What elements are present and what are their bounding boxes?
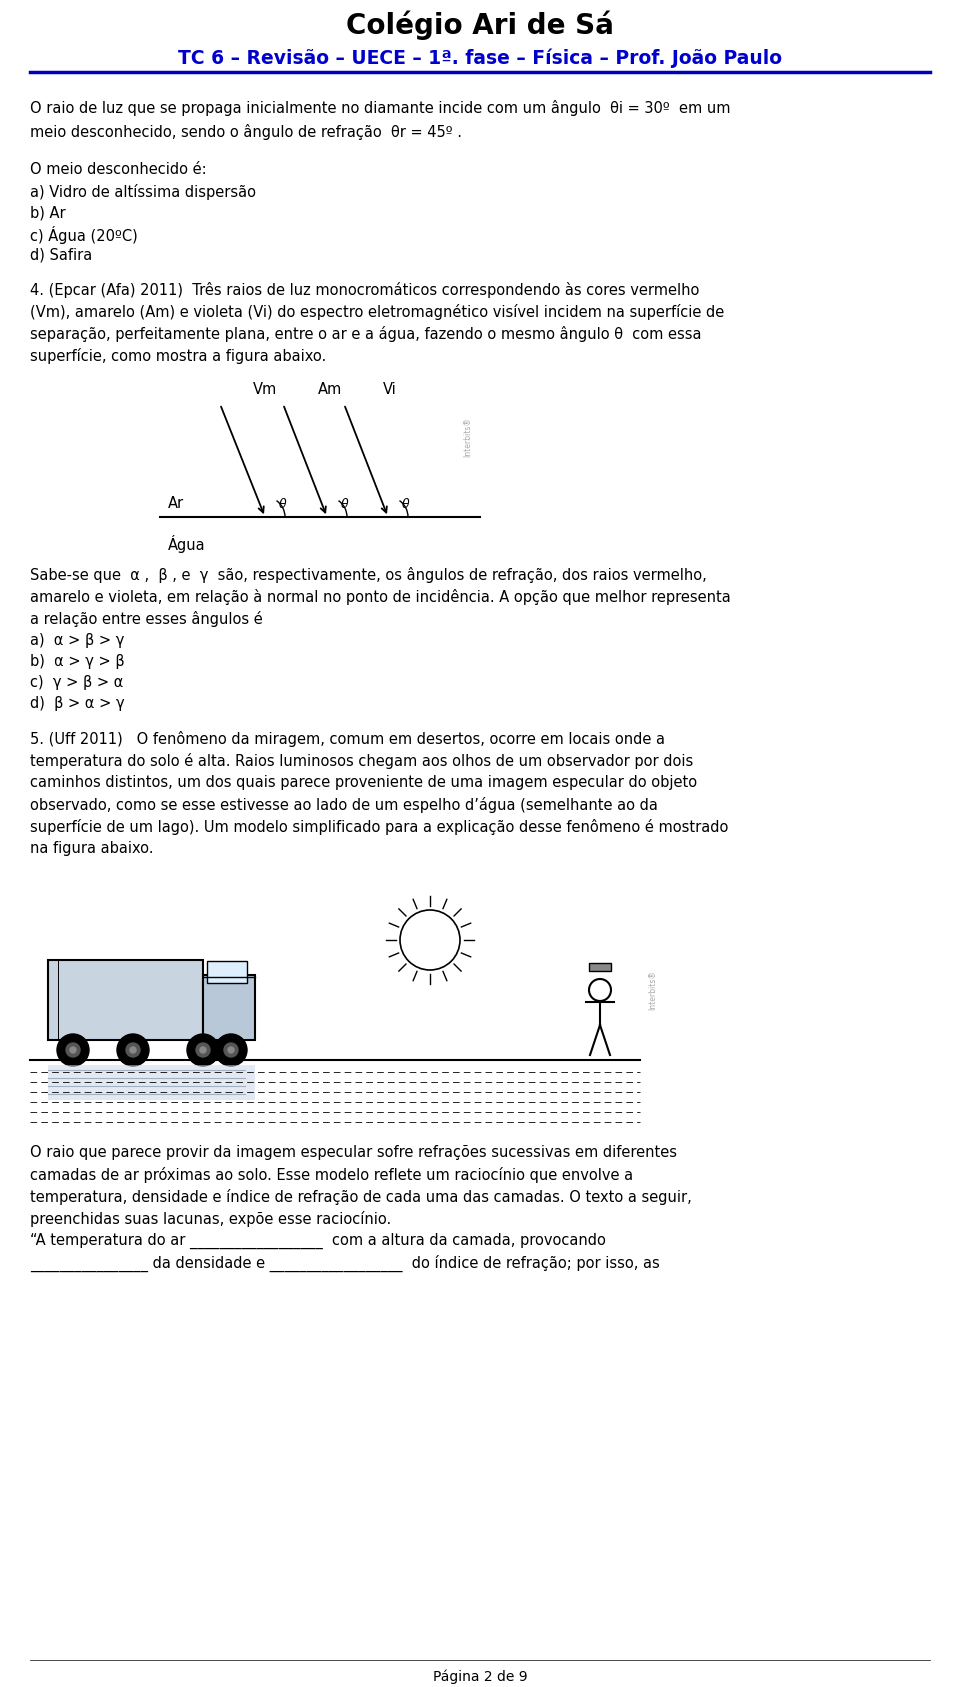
Bar [207,962,247,984]
Circle shape [200,1048,206,1053]
Text: meio desconhecido, sendo o ângulo de refração  θr = 45º .: meio desconhecido, sendo o ângulo de ref… [30,125,462,140]
Text: Vm: Vm [252,381,277,396]
Text: separação, perfeitamente plana, entre o ar e a água, fazendo o mesmo ângulo θ  c: separação, perfeitamente plana, entre o … [30,326,702,342]
Circle shape [130,1048,136,1053]
Circle shape [126,1043,140,1058]
Text: Sabe-se que  α ,  β , e  γ  são, respectivamente, os ângulos de refração, dos ra: Sabe-se que α , β , e γ são, respectivam… [30,567,707,584]
Text: Interbits®: Interbits® [464,417,472,457]
Text: d) Safira: d) Safira [30,246,92,261]
Text: ________________ da densidade e __________________  do índice de refração; por i: ________________ da densidade e ________… [30,1255,660,1272]
Text: temperatura do solo é alta. Raios luminosos chegam aos olhos de um observador po: temperatura do solo é alta. Raios lumino… [30,752,693,769]
Bar [48,1064,255,1100]
Text: O raio de luz que se propaga inicialmente no diamante incide com um ângulo  θi =: O raio de luz que se propaga inicialment… [30,100,731,116]
Text: temperatura, densidade e índice de refração de cada uma das camadas. O texto a s: temperatura, densidade e índice de refra… [30,1189,692,1205]
Text: caminhos distintos, um dos quais parece proveniente de uma imagem especular do o: caminhos distintos, um dos quais parece … [30,774,697,790]
Text: θ: θ [341,498,348,511]
Text: O meio desconhecido é:: O meio desconhecido é: [30,162,206,177]
Text: Página 2 de 9: Página 2 de 9 [433,1670,527,1685]
Circle shape [117,1034,149,1066]
Text: (Vm), amarelo (Am) e violeta (Vi) do espectro eletromagnético visível incidem na: (Vm), amarelo (Am) e violeta (Vi) do esp… [30,304,724,321]
Text: c) Água (20ºC): c) Água (20ºC) [30,226,137,245]
Text: θ: θ [402,498,410,511]
Text: Interbits®: Interbits® [649,970,658,1011]
Text: na figura abaixo.: na figura abaixo. [30,842,154,855]
Circle shape [57,1034,89,1066]
Text: a relação entre esses ângulos é: a relação entre esses ângulos é [30,611,263,628]
Text: superfície de um lago). Um modelo simplificado para a explicação desse fenômeno : superfície de um lago). Um modelo simpli… [30,818,729,835]
Text: “A temperatura do ar __________________  com a altura da camada, provocando: “A temperatura do ar __________________ … [30,1233,606,1248]
Circle shape [228,1048,234,1053]
Text: superfície, como mostra a figura abaixo.: superfície, como mostra a figura abaixo. [30,348,326,364]
Bar [203,975,255,1039]
Text: observado, como se esse estivesse ao lado de um espelho d’água (semelhante ao da: observado, como se esse estivesse ao lad… [30,796,658,813]
Text: a) Vidro de altíssima dispersão: a) Vidro de altíssima dispersão [30,184,256,201]
Text: c)  γ > β > α: c) γ > β > α [30,675,124,690]
Circle shape [70,1048,76,1053]
Text: Água: Água [168,535,205,553]
Circle shape [224,1043,238,1058]
Text: 4. (Epcar (Afa) 2011)  Três raios de luz monocromáticos correspondendo às cores : 4. (Epcar (Afa) 2011) Três raios de luz … [30,282,700,299]
Text: preenchidas suas lacunas, expõe esse raciocínio.: preenchidas suas lacunas, expõe esse rac… [30,1211,392,1226]
Text: TC 6 – Revisão – UECE – 1ª. fase – Física – Prof. João Paulo: TC 6 – Revisão – UECE – 1ª. fase – Físic… [178,47,782,67]
Circle shape [215,1034,247,1066]
Text: camadas de ar próximas ao solo. Esse modelo reflete um raciocínio que envolve a: camadas de ar próximas ao solo. Esse mod… [30,1167,634,1183]
Text: Ar: Ar [168,496,184,511]
Text: 5. (Uff 2011)   O fenômeno da miragem, comum em desertos, ocorre em locais onde : 5. (Uff 2011) O fenômeno da miragem, com… [30,730,665,747]
Text: Vi: Vi [383,381,396,396]
Text: Colégio Ari de Sá: Colégio Ari de Sá [346,10,614,39]
Text: Am: Am [318,381,342,396]
Text: amarelo e violeta, em relação à normal no ponto de incidência. A opção que melho: amarelo e violeta, em relação à normal n… [30,589,731,606]
Text: O raio que parece provir da imagem especular sofre refrações sucessivas em difer: O raio que parece provir da imagem espec… [30,1145,677,1161]
Circle shape [187,1034,219,1066]
Circle shape [66,1043,80,1058]
Circle shape [196,1043,210,1058]
Text: b)  α > γ > β: b) α > γ > β [30,655,125,670]
Text: d)  β > α > γ: d) β > α > γ [30,697,125,710]
Text: a)  α > β > γ: a) α > β > γ [30,633,125,648]
Bar [48,960,203,1039]
Bar [589,963,611,972]
Text: θ: θ [279,498,287,511]
Text: b) Ar: b) Ar [30,206,65,219]
